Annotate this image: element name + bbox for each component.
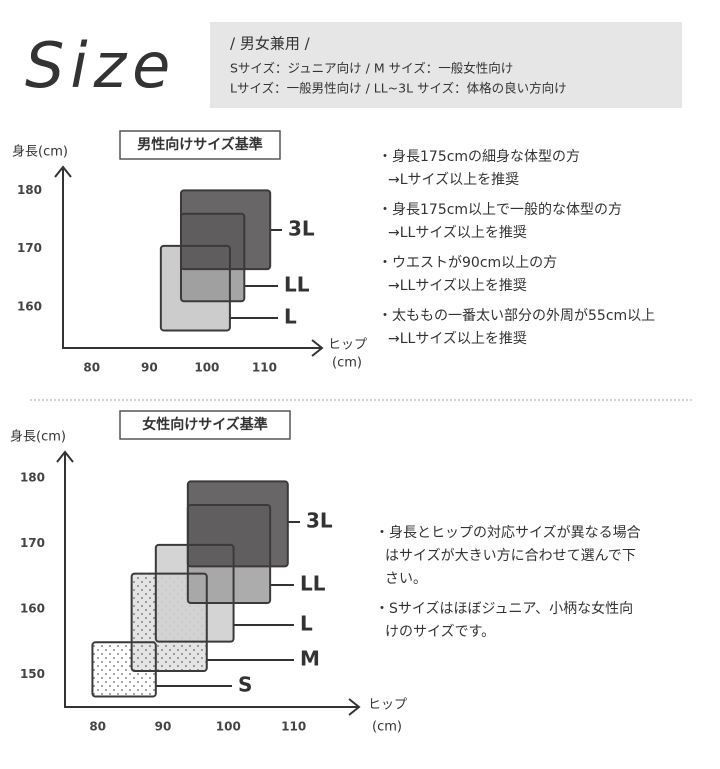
size-label: M: [300, 647, 320, 671]
note-line: ・ウエストが90cm以上の方: [378, 255, 557, 271]
size-label: 3L: [288, 217, 315, 241]
note-line: けのサイズです。: [385, 624, 495, 640]
note-line: →Lサイズ以上を推奨: [388, 172, 519, 188]
y-tick-label: 180: [20, 471, 45, 485]
boxes: [160, 190, 271, 331]
axis-arrow: [54, 165, 72, 178]
chart-title: 男性向けサイズ基準: [137, 136, 263, 153]
axis-arrow: [56, 450, 74, 463]
y-tick-label: 170: [20, 536, 45, 550]
size-box-outline: [159, 244, 231, 332]
axis-arrow: [311, 339, 324, 357]
header-line: Lサイズ：一般男性向け / LL~3L サイズ：体格の良い方向け: [230, 81, 567, 96]
note-line: ・Sサイズはほぼジュニア、小柄な女性向: [375, 600, 633, 617]
size-label: LL: [284, 273, 310, 297]
y-tick-label: 180: [17, 183, 42, 197]
size-label: L: [284, 305, 297, 329]
size-box: [180, 190, 271, 270]
x-axis-label: (cm): [372, 720, 402, 735]
note-line: →LLサイズ以上を推奨: [388, 331, 527, 347]
note-line: ・身長175cm以上で一般的な体型の方: [378, 202, 622, 218]
y-tick-label: 150: [20, 667, 45, 681]
size-box-outline: [91, 641, 157, 698]
boxes: [92, 481, 288, 697]
note-line: さい。: [385, 571, 427, 587]
size-box: [187, 481, 288, 567]
size-box-outline: [154, 543, 235, 643]
header-line: Sサイズ：ジュニア向け / M サイズ：一般女性向け: [230, 61, 513, 76]
page-title: Size: [25, 29, 176, 102]
x-tick-label: 80: [89, 720, 106, 734]
chart-title-box: [119, 130, 281, 160]
note-line: はサイズが大きい方に合わせて選んで下: [385, 548, 636, 564]
axis-arrow: [348, 698, 361, 716]
note-line: ・身長とヒップの対応サイズが異なる場合: [375, 525, 641, 541]
x-tick-label: 100: [216, 720, 241, 734]
x-axis-label: (cm): [332, 356, 362, 371]
x-tick-label: 80: [83, 361, 100, 375]
size-label: S: [238, 673, 252, 697]
y-axis-label: 身長(cm): [12, 144, 68, 160]
size-box-outline: [130, 572, 208, 673]
x-axis-label: ヒップ: [328, 338, 367, 353]
x-tick-label: 110: [252, 361, 277, 375]
size-label: L: [300, 612, 313, 636]
x-axis-label: ヒップ: [368, 698, 407, 713]
y-tick-label: 170: [17, 241, 42, 255]
chart-title: 女性向けサイズ基準: [142, 416, 268, 433]
chart-title-box: [119, 410, 291, 440]
axis: [64, 452, 359, 708]
x-tick-label: 90: [141, 361, 158, 375]
note-line: ・身長175cmの細身な体型の方: [378, 149, 580, 165]
size-label: 3L: [306, 509, 333, 533]
note-line: →LLサイズ以上を推奨: [388, 225, 527, 241]
y-tick-label: 160: [17, 300, 42, 314]
header-line: / 男女兼用 /: [230, 35, 311, 53]
y-tick-label: 160: [20, 601, 45, 615]
size-box-outline: [186, 480, 289, 568]
x-tick-label: 100: [194, 361, 219, 375]
x-tick-label: 90: [155, 720, 172, 734]
note-line: ・太ももの一番太い部分の外周が55cm以上: [378, 308, 655, 324]
x-tick-label: 110: [281, 720, 306, 734]
axis: [62, 167, 322, 349]
header-box: [210, 22, 682, 108]
size-box-outline: [179, 189, 272, 271]
note-line: →LLサイズ以上を推奨: [388, 278, 527, 294]
y-axis-label: 身長(cm): [10, 429, 66, 445]
size-label: LL: [300, 572, 326, 596]
